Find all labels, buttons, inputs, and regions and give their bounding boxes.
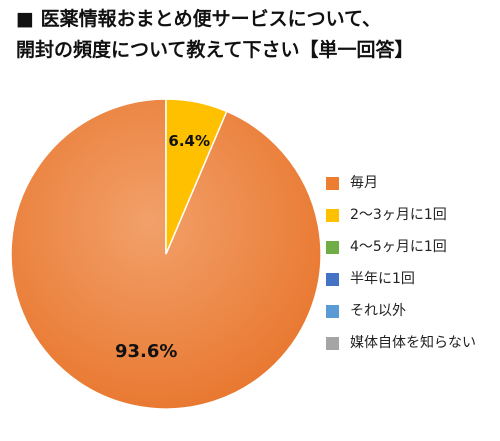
legend-swatch-1 (326, 209, 339, 222)
slice-value-label-0: 93.6% (115, 341, 177, 362)
slice-value-label-1: 6.4% (168, 132, 210, 150)
legend-swatch-4 (326, 305, 339, 318)
legend-swatch-5 (326, 337, 339, 350)
legend-swatch-3 (326, 273, 339, 286)
legend-label-0: 毎月 (350, 175, 378, 191)
legend-label-4: それ以外 (350, 303, 406, 319)
legend-label-2: 4～5ヶ月に1回 (350, 239, 447, 255)
legend-swatch-2 (326, 241, 339, 254)
legend-label-5: 媒体自体を知らない (350, 335, 476, 351)
pie-slice-1 (165, 98, 228, 255)
legend-swatch-0 (326, 177, 339, 190)
chart-title-line-1: ■ 医薬情報おまとめ便サービスについて、 (16, 8, 382, 30)
legend-label-3: 半年に1回 (350, 271, 415, 287)
legend-label-1: 2～3ヶ月に1回 (350, 207, 447, 223)
chart-title-line-2: 開封の頻度について教えて下さい【単一回答】 (16, 39, 414, 61)
